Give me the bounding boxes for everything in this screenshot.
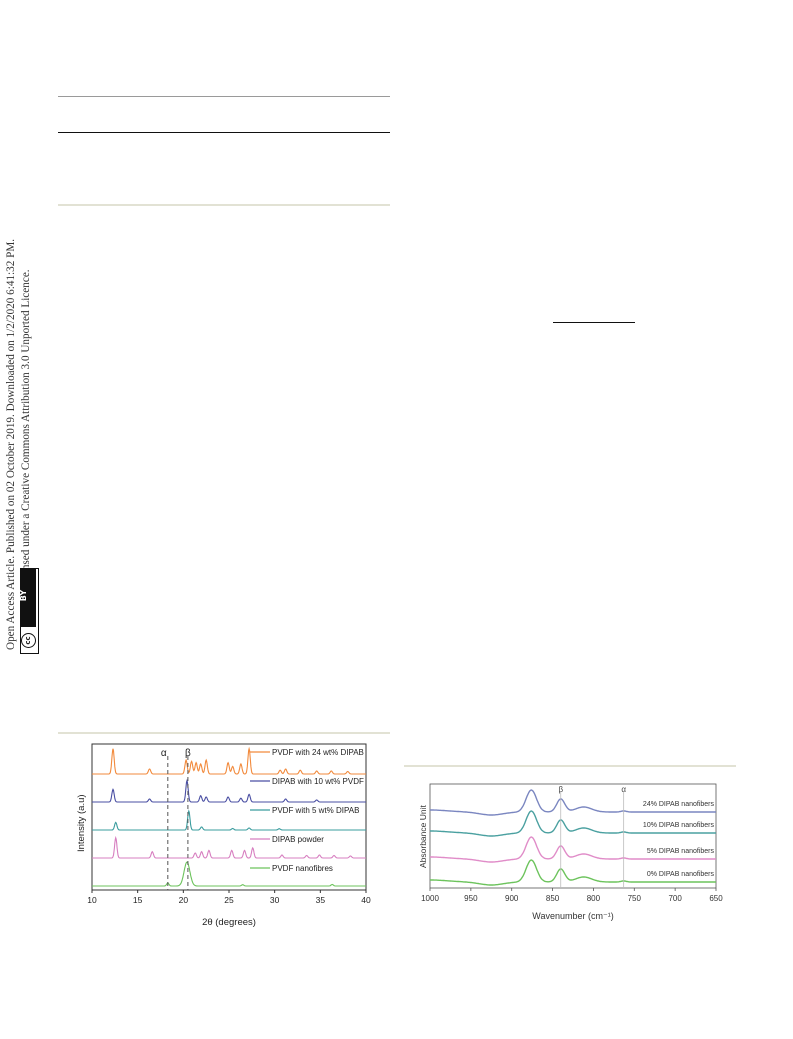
xrd-series-line	[92, 778, 366, 803]
ftir-xtick-label: 800	[587, 894, 601, 903]
ftir-series-line	[430, 859, 716, 886]
ftir-plot-frame	[429, 783, 717, 889]
underline-fragment	[553, 322, 635, 323]
xrd-xtick-label: 10	[87, 895, 97, 905]
xrd-xtick-label: 30	[270, 895, 280, 905]
cc-label: cc	[21, 633, 36, 648]
xrd-ylabel: Intensity (a.u)	[76, 794, 87, 852]
ftir-xtick-label: 900	[505, 894, 519, 903]
ftir-ylabel: Absorbance Unit	[418, 805, 428, 868]
by-label: BY	[19, 589, 29, 602]
ftir-legend-label: 0% DIPAB nanofibers	[647, 871, 715, 878]
xrd-series-line	[92, 861, 366, 887]
xrd-xtick-label: 35	[316, 895, 326, 905]
xrd-xlabel: 2θ (degrees)	[202, 917, 256, 928]
by-label-box: BY	[19, 569, 36, 627]
xrd-xtick-label: 15	[133, 895, 143, 905]
xrd-series-line	[92, 809, 366, 831]
table-rule-top	[58, 96, 390, 97]
ftir-reference-label: α	[621, 785, 626, 794]
ftir-reference-label: β	[558, 785, 563, 794]
ftir-legend-label: 24% DIPAB nanofibers	[643, 801, 715, 808]
xrd-reference-label: α	[161, 748, 167, 759]
ftir-series-line	[430, 789, 716, 816]
ftir-xtick-label: 950	[464, 894, 478, 903]
ftir-chart: β α 1000 950 900 850 800 750 700 650 24% DIPAB n…	[418, 783, 723, 921]
ftir-series-line	[430, 836, 716, 863]
xrd-xtick-label: 20	[179, 895, 189, 905]
xrd-series-line	[92, 835, 366, 859]
ftir-xtick-label: 1000	[421, 894, 439, 903]
xrd-legend-label: DIPAB powder	[272, 835, 324, 844]
ftir-xtick-label: 850	[546, 894, 560, 903]
ftir-legend-label: 10% DIPAB nanofibers	[643, 822, 715, 829]
section-divider	[58, 204, 390, 206]
table-rule-bottom	[58, 132, 390, 133]
cc-icon: cc	[21, 629, 36, 651]
xrd-legend-label: PVDF with 5 wt% DIPAB	[272, 806, 359, 815]
xrd-chart: α β 10 15 20 25 30 35 40 PVDF with 24 wt% DIPAB…	[76, 743, 371, 928]
ftir-xtick-label: 750	[628, 894, 642, 903]
figure-divider-right	[404, 765, 736, 767]
ftir-xtick-label: 650	[709, 894, 723, 903]
ftir-xtick-label: 700	[668, 894, 682, 903]
xrd-legend-label: PVDF with 24 wt% DIPAB	[272, 748, 364, 757]
ftir-xlabel: Wavenumber (cm⁻¹)	[532, 911, 613, 921]
publication-line: Open Access Article. Published on 02 Oct…	[5, 238, 17, 650]
xrd-reference-label: β	[185, 748, 191, 759]
ftir-legend-label: 5% DIPAB nanofibers	[647, 848, 715, 855]
xrd-xtick-label: 25	[224, 895, 234, 905]
cc-by-badge[interactable]: BY cc	[19, 568, 39, 654]
xrd-xtick-label: 40	[361, 895, 371, 905]
xrd-legend-label: PVDF nanofibres	[272, 864, 333, 873]
ftir-series-line	[430, 810, 716, 837]
xrd-series-line	[92, 746, 366, 775]
figure-divider-left	[58, 732, 390, 734]
xrd-legend-label: DIPAB with 10 wt% PVDF	[272, 777, 364, 786]
